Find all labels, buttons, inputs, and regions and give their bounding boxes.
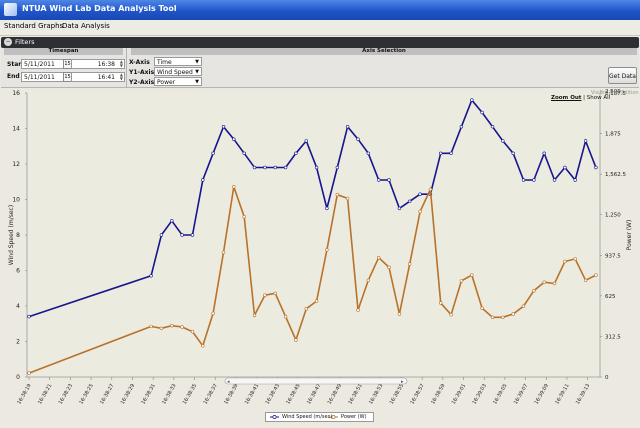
y1-axis-label: Y1-Axis [129, 69, 155, 76]
y2-axis-label: Y2-Axis [129, 79, 155, 86]
y2-axis-select[interactable]: Power ▼ [154, 77, 202, 86]
end-time-value: 16:41 [97, 74, 115, 81]
filters-panel: Timespan Axis Selection Start 5/11/2011 … [1, 48, 639, 88]
start-label: Start [7, 61, 25, 68]
chart-legend: Wind Speed (m/sec) Power (W) [265, 412, 374, 422]
legend-power-label: Power (W) [341, 414, 367, 420]
legend-power-marker [331, 415, 336, 419]
timespan-header: Timespan [4, 48, 123, 55]
trial-watermark: Visifire Trial Edition [591, 90, 639, 96]
axis-selection-header: Axis Selection [131, 48, 637, 55]
app-icon [4, 3, 17, 16]
collapse-icon[interactable]: − [4, 38, 12, 46]
zoom-out-link[interactable]: Zoom Out [551, 95, 582, 101]
legend-wind-marker [272, 415, 277, 419]
get-data-button[interactable]: Get Data [608, 67, 637, 84]
end-time-input[interactable]: 16:41 ▲ ▼ [71, 72, 125, 82]
x-axis-chevron-down-icon: ▼ [195, 59, 199, 65]
legend-wind-label: Wind Speed (m/sec) [282, 414, 333, 420]
y1-axis-value: Wind Speed [157, 69, 193, 76]
show-all-link[interactable]: Show All [586, 95, 611, 101]
title-bar: NTUA Wind Lab Data Analysis Tool [0, 0, 640, 20]
chart-panel [0, 88, 640, 428]
x-axis-label: X-Axis [129, 59, 150, 66]
start-time-spinner-icon[interactable]: ▲ ▼ [119, 59, 123, 68]
y2-axis-value: Power [157, 79, 176, 86]
panel-divider [126, 48, 127, 87]
menu-standard-graphs[interactable]: Standard Graphs [4, 22, 64, 30]
start-time-input[interactable]: 16:38 ▲ ▼ [71, 59, 125, 69]
y2-axis-chevron-down-icon: ▼ [195, 79, 199, 85]
x-axis-select[interactable]: Time ▼ [154, 57, 202, 66]
app-title: NTUA Wind Lab Data Analysis Tool [22, 4, 177, 13]
end-time-spinner-icon[interactable]: ▲ ▼ [119, 72, 123, 81]
y1-axis-select[interactable]: Wind Speed ▼ [154, 67, 202, 76]
filters-title: Filters [15, 38, 35, 46]
menu-data-analysis[interactable]: Data Analysis [62, 22, 110, 30]
start-time-value: 16:38 [97, 61, 115, 68]
menu-bar: Standard Graphs Data Analysis [0, 20, 640, 36]
filters-header[interactable]: − Filters [1, 37, 639, 48]
zoom-controls: Zoom Out | Show All [551, 95, 610, 101]
y1-axis-chevron-down-icon: ▼ [195, 69, 199, 75]
end-label: End [7, 73, 20, 80]
zoom-separator: | [583, 95, 586, 101]
x-axis-value: Time [157, 59, 172, 66]
